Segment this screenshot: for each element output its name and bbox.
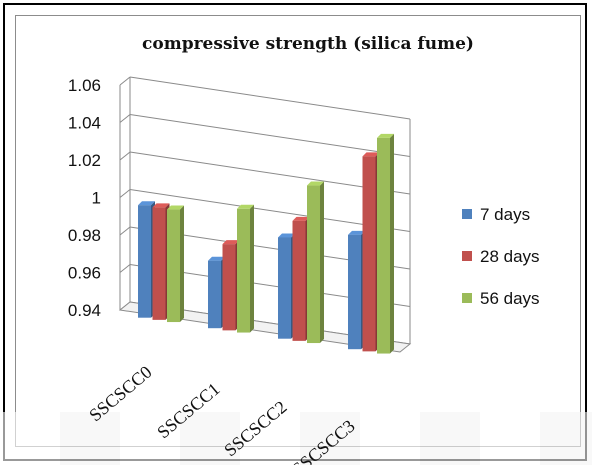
bar-side	[320, 181, 324, 344]
bar-sscscc0-28-days	[152, 203, 170, 320]
bar-top	[152, 203, 170, 208]
y-tick-label: 1.06	[68, 76, 101, 95]
side-gridline	[119, 226, 131, 236]
bar-front	[348, 234, 361, 350]
bar-front	[278, 237, 291, 339]
legend-label: 28 days	[480, 247, 540, 266]
bar-side	[390, 133, 394, 354]
bar-front	[292, 220, 306, 341]
bar-front	[307, 185, 320, 344]
bar-sscscc1-56-days	[237, 204, 254, 333]
bar-sscscc2-56-days	[307, 181, 324, 344]
y-tick-label: 1.02	[68, 151, 101, 170]
bar-front	[237, 208, 250, 333]
legend-item: 28 days	[462, 247, 540, 266]
bar-top	[208, 256, 225, 261]
legend-label: 56 days	[480, 289, 540, 308]
bar-sscscc1-7-days	[208, 256, 225, 329]
side-gridline	[119, 264, 131, 273]
bar-sscscc1-28-days	[222, 240, 240, 331]
bar-top	[138, 201, 155, 206]
legend-label: 7 days	[480, 205, 530, 224]
bar-top	[377, 133, 394, 138]
legend-item: 56 days	[462, 289, 540, 308]
bar-top	[348, 230, 365, 235]
gridline	[129, 114, 411, 157]
side-gridline	[119, 114, 131, 123]
y-tick-label: 0.96	[68, 264, 101, 283]
bar-top	[292, 216, 310, 221]
bar-top	[307, 181, 324, 186]
bar-front	[222, 244, 236, 331]
chart-title: compressive strength (silica fume)	[142, 34, 474, 54]
background-strip	[0, 412, 592, 465]
x-tick-label: SSCSCC3	[288, 416, 358, 465]
x-tick-label: SSCSCC1	[153, 379, 223, 443]
bar-sscscc3-28-days	[362, 152, 380, 352]
bar-front	[167, 209, 180, 323]
bar-front	[208, 260, 221, 329]
bar-sscscc0-7-days	[138, 201, 155, 318]
bar-sscscc3-56-days	[377, 133, 394, 354]
y-tick-label: 0.98	[68, 226, 101, 245]
legend-item: 7 days	[462, 205, 530, 224]
bar-side	[180, 205, 184, 323]
y-axis-ticks: 0.94 0.96 0.98 1 1.02 1.04 1.06	[68, 76, 101, 320]
y-tick-label: 0.94	[68, 301, 101, 320]
bar-sscscc2-28-days	[292, 216, 310, 341]
side-gridline	[119, 76, 131, 86]
gridline	[129, 76, 411, 120]
bar-top	[278, 233, 295, 238]
bar-sscscc2-7-days	[278, 233, 295, 339]
legend-swatch	[462, 293, 472, 303]
legend-swatch	[462, 209, 472, 219]
bar-sscscc0-56-days	[167, 205, 184, 323]
bar-front	[377, 137, 390, 354]
side-gridline	[119, 189, 131, 198]
bar-top	[362, 152, 380, 157]
bar-front	[362, 156, 376, 352]
bar-front	[138, 205, 151, 318]
bar-top	[167, 205, 184, 210]
bar-top	[237, 204, 254, 209]
legend: 7 days 28 days 56 days	[462, 205, 540, 308]
y-tick-label: 1	[92, 189, 101, 208]
bar-side	[250, 204, 254, 333]
bar-top	[222, 240, 240, 245]
bars-layer	[138, 133, 394, 354]
bar-front	[152, 207, 166, 320]
x-tick-label: SSCSCC2	[220, 397, 290, 461]
bar-sscscc3-7-days	[348, 230, 365, 350]
x-tick-label: SSCSCC0	[85, 362, 155, 426]
y-tick-label: 1.04	[68, 114, 101, 133]
legend-swatch	[462, 251, 472, 261]
side-gridline	[119, 151, 131, 161]
